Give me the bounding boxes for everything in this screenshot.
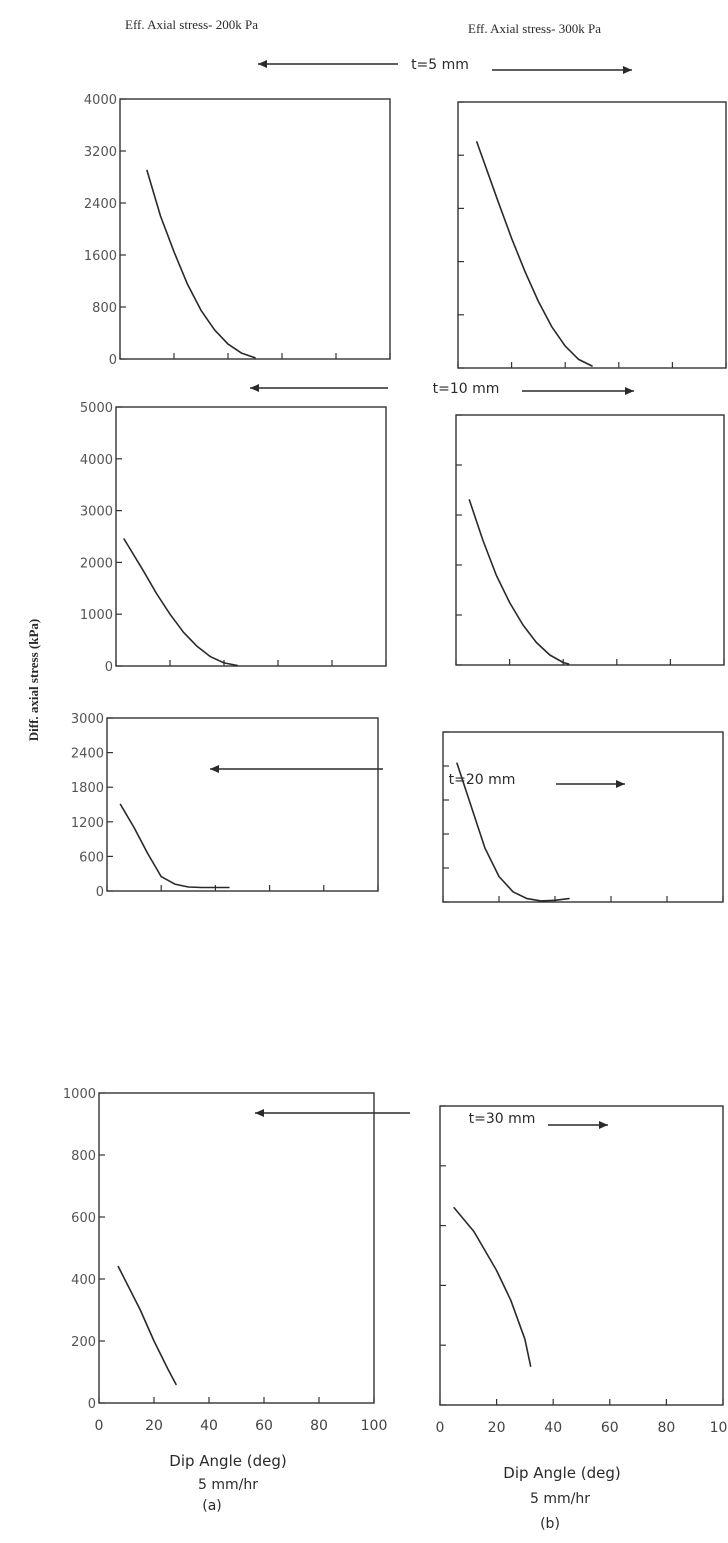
y-tick-label: 600: [71, 1211, 96, 1226]
x-axis-label-b: Dip Angle (deg): [503, 1464, 620, 1482]
arrow-right-t30-head: [599, 1121, 608, 1129]
y-tick-label: 1600: [84, 249, 117, 264]
y-tick-label: 200: [71, 1335, 96, 1350]
x-axis-label-a: Dip Angle (deg): [169, 1452, 286, 1470]
plot-frame: [439, 1105, 724, 1406]
x-tick-label: 80: [310, 1418, 328, 1434]
chart-panel-a-2: 0 1000 2000 3000 4000 5000: [80, 401, 387, 675]
x-tick-label: 20: [145, 1418, 163, 1434]
series-line: [456, 762, 570, 902]
x-tick-label: 60: [601, 1420, 619, 1436]
y-tick-label: 1200: [71, 816, 104, 831]
rate-label-b: 5 mm/hr: [530, 1491, 590, 1507]
footer-right: Dip Angle (deg) 5 mm/hr (b): [503, 1464, 620, 1532]
y-tick-label: 3000: [71, 712, 104, 727]
series-line: [146, 169, 256, 359]
plot-frame: [455, 414, 725, 666]
x-tick-label: 100: [710, 1420, 728, 1436]
series-line: [475, 141, 593, 367]
x-tick-label: 20: [488, 1420, 506, 1436]
panels: 0800160024003200400001000200030004000500…: [63, 93, 728, 1436]
footer-left: Dip Angle (deg) 5 mm/hr (a): [169, 1452, 286, 1514]
arrow-left-t20-head: [210, 765, 219, 773]
chart-panel-a-1: 0 800 1600 2400 3200 4000: [84, 93, 391, 368]
y-axis-label: Diff. axial stress (kPa): [26, 619, 41, 742]
series-line: [119, 803, 230, 889]
x-tick-label: 100: [361, 1418, 388, 1434]
y-tick-label: 600: [79, 850, 104, 865]
y-tick-label: 1000: [80, 608, 113, 623]
x-tick-label: 40: [200, 1418, 218, 1434]
series-line: [117, 1265, 177, 1386]
y-tick-label: 4000: [84, 93, 117, 108]
plot-frame: [457, 101, 727, 369]
series-line: [453, 1206, 532, 1367]
chart-panel-b-3: [442, 731, 724, 903]
plot-frame: [119, 98, 391, 360]
x-tick-label: 40: [544, 1420, 562, 1436]
y-tick-label: 0: [109, 353, 117, 368]
right-column-title: Eff. Axial stress- 300k Pa: [468, 21, 601, 36]
x-tick-label: 0: [95, 1418, 104, 1434]
row-arrows: [210, 60, 634, 1129]
row-label-t30: t=30 mm: [469, 1111, 536, 1127]
arrow-right-t10-head: [625, 387, 634, 395]
arrow-left-t10-head: [250, 384, 259, 392]
chart-panel-a-3: 0 600 1200 1800 2400 3000: [71, 712, 379, 900]
y-tick-label: 0: [88, 1397, 96, 1412]
row-label-t20: t=20 mm: [449, 772, 516, 788]
arrow-left-t30-head: [255, 1109, 264, 1117]
panel-tag-b: (b): [540, 1516, 560, 1532]
rate-label-a: 5 mm/hr: [198, 1477, 258, 1493]
y-tick-label: 1000: [63, 1087, 96, 1102]
y-tick-label: 400: [71, 1273, 96, 1288]
y-tick-label: 2400: [84, 197, 117, 212]
y-tick-label: 5000: [80, 401, 113, 416]
y-tick-label: 3200: [84, 145, 117, 160]
arrow-right-t20-head: [616, 780, 625, 788]
chart-panel-a-4: 0 200 400 600 800 1000 0 20 40 60 80 100: [63, 1087, 387, 1434]
y-tick-label: 4000: [80, 453, 113, 468]
chart-panel-b-4: 0 20 40 60 80 100: [436, 1105, 728, 1436]
left-column-title: Eff. Axial stress- 200k Pa: [125, 17, 258, 32]
chart-panel-b-2: [455, 414, 725, 666]
y-tick-label: 0: [105, 660, 113, 675]
x-tick-label: 60: [255, 1418, 273, 1434]
plot-frame: [106, 717, 379, 892]
x-tick-label: 0: [436, 1420, 445, 1436]
plot-frame: [115, 406, 387, 667]
y-tick-label: 1800: [71, 781, 104, 796]
arrow-left-t5-head: [258, 60, 267, 68]
plot-frame: [98, 1092, 375, 1404]
y-tick-label: 800: [92, 301, 117, 316]
chart-panel-b-1: [457, 101, 727, 369]
series-line: [468, 499, 570, 665]
arrow-right-t5-head: [623, 66, 632, 74]
y-tick-label: 0: [96, 885, 104, 900]
x-tick-label: 80: [657, 1420, 675, 1436]
row-label-group: t=5 mm t=10 mm t=20 mm t=30 mm: [411, 57, 535, 1127]
row-label-t5: t=5 mm: [411, 57, 469, 73]
panel-tag-a: (a): [202, 1498, 222, 1514]
row-label-t10: t=10 mm: [433, 381, 500, 397]
y-tick-label: 2400: [71, 747, 104, 762]
plot-frame: [442, 731, 724, 903]
y-tick-label: 800: [71, 1149, 96, 1164]
y-tick-label: 3000: [80, 505, 113, 520]
y-tick-label: 2000: [80, 556, 113, 571]
series-line: [123, 538, 239, 667]
